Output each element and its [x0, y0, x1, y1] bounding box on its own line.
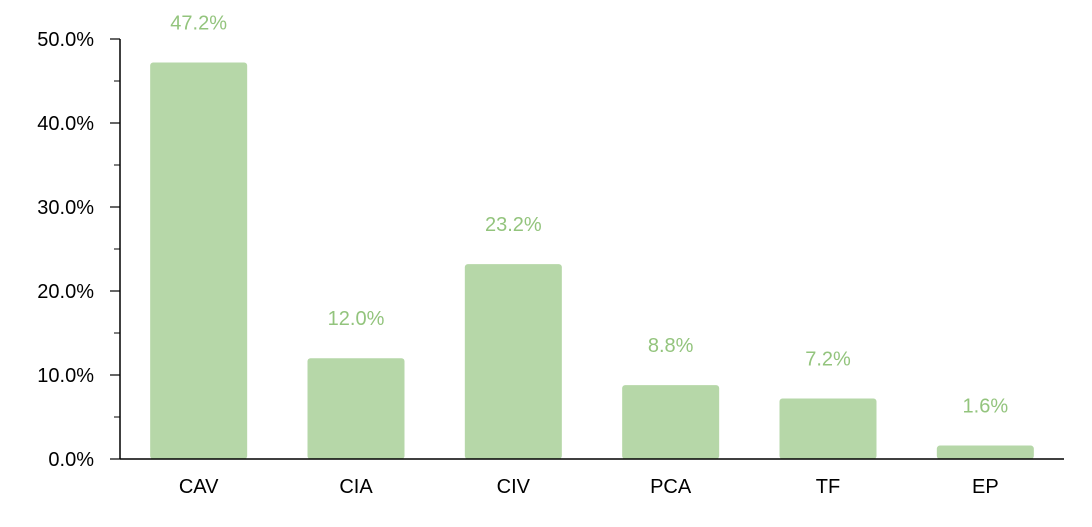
data-label: 7.2% [805, 349, 851, 371]
data-label: 23.2% [485, 214, 542, 236]
data-labels: 47.2% 12.0% 23.2% 8.8% 7.2% 1.6% [170, 13, 1008, 418]
x-tick-label: CIA [339, 476, 373, 498]
y-tick-label: 40.0% [37, 113, 94, 135]
y-tick-label: 50.0% [37, 29, 94, 51]
y-tick-label: 10.0% [37, 365, 94, 387]
y-tick-label: 0.0% [48, 449, 94, 471]
data-label: 8.8% [648, 335, 694, 357]
x-tick-label: CAV [179, 476, 219, 498]
bar-pca [622, 385, 720, 459]
bar-cav [150, 62, 248, 460]
bar-civ [464, 264, 562, 459]
x-tick-label: CIV [497, 476, 531, 498]
y-tick-label: 20.0% [37, 281, 94, 303]
data-label: 12.0% [328, 308, 385, 330]
y-axis: 0.0% 10.0% 20.0% 30.0% 40.0% 50.0% [37, 29, 121, 471]
data-label: 47.2% [170, 13, 227, 35]
bar-cia [307, 358, 405, 459]
bar-ep [936, 445, 1034, 459]
x-tick-label: TF [816, 476, 840, 498]
bars [150, 62, 1034, 460]
x-tick-label: EP [972, 476, 999, 498]
x-tick-label: PCA [650, 476, 692, 498]
bar-tf [779, 398, 877, 459]
x-axis: CAV CIA CIV PCA TF EP [120, 458, 1064, 498]
data-label: 1.6% [963, 396, 1009, 418]
y-tick-label: 30.0% [37, 197, 94, 219]
